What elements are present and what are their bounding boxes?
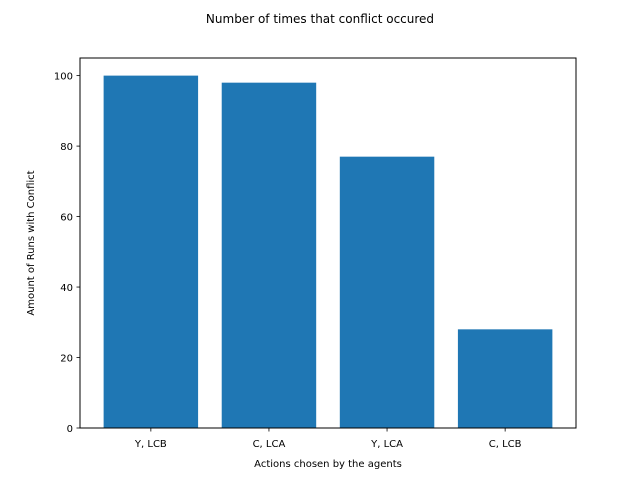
y-axis-label: Amount of Runs with Conflict xyxy=(26,170,37,315)
x-tick-label-3: C, LCB xyxy=(489,439,522,450)
x-tick-label-2: Y, LCA xyxy=(370,439,403,450)
plot-area-frame xyxy=(79,57,577,429)
y-tick-label-5: 100 xyxy=(54,72,73,83)
bars-layer xyxy=(103,75,553,429)
x-axis: Y, LCB C, LCA Y, LCA C, LCB xyxy=(134,428,522,450)
chart-title: Number of times that conflict occured xyxy=(206,12,434,26)
y-tick-label-2: 40 xyxy=(60,283,73,294)
y-tick-label-4: 80 xyxy=(60,142,73,153)
bar-0 xyxy=(103,75,199,428)
y-tick-label-0: 0 xyxy=(67,424,73,435)
x-tick-label-1: C, LCA xyxy=(253,439,286,450)
y-tick-label-1: 20 xyxy=(60,354,73,365)
bar-3 xyxy=(457,329,553,428)
y-tick-label-3: 60 xyxy=(60,213,73,224)
x-tick-label-0: Y, LCB xyxy=(134,439,167,450)
x-axis-label: Actions chosen by the agents xyxy=(254,459,402,470)
bar-2 xyxy=(339,156,435,428)
bar-1 xyxy=(221,82,317,429)
y-axis: 0 20 40 60 80 100 xyxy=(54,72,80,435)
